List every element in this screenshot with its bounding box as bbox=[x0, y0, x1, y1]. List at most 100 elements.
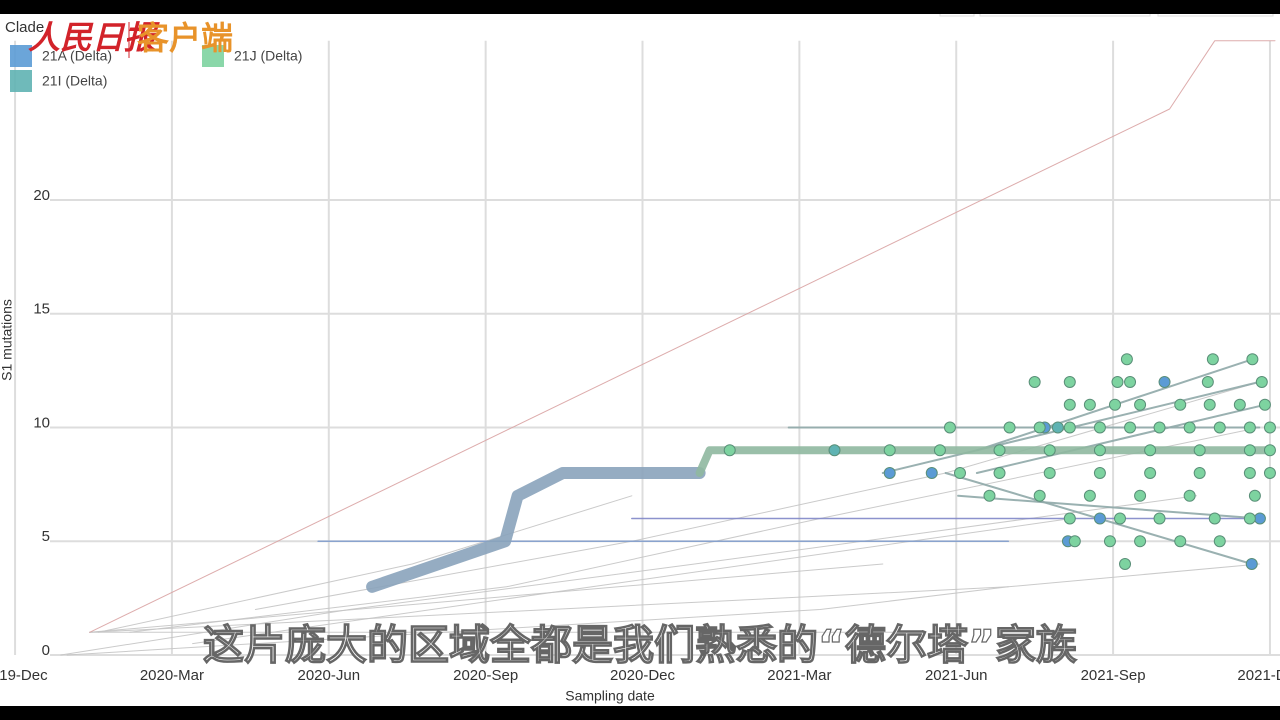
tip-point bbox=[1119, 558, 1132, 570]
tip-point bbox=[1243, 467, 1256, 479]
tip-point bbox=[1183, 489, 1196, 502]
tip-point bbox=[1174, 535, 1187, 548]
y-tick-label: 5 bbox=[42, 528, 50, 545]
tip-point bbox=[1051, 421, 1064, 434]
tip-point bbox=[1193, 444, 1206, 457]
caption: 这片庞大的区域全都是我们熟悉的“德尔塔”家族 bbox=[203, 621, 1077, 669]
tip-point bbox=[1183, 421, 1196, 434]
tip-point bbox=[983, 489, 996, 502]
tip-point bbox=[954, 467, 966, 479]
letterbox-bottom bbox=[0, 706, 1280, 720]
tip-point bbox=[925, 467, 938, 479]
branch-line bbox=[695, 446, 1274, 477]
y-tick-label: 10 bbox=[33, 414, 50, 431]
watermark-logo: 人民日报 bbox=[28, 19, 160, 57]
tip-point bbox=[1063, 512, 1076, 525]
branch-line bbox=[129, 427, 1260, 633]
tip-point bbox=[1248, 489, 1261, 502]
tip-point bbox=[1208, 512, 1221, 525]
tip-point bbox=[1134, 398, 1147, 411]
legend-title: Clade bbox=[5, 19, 44, 36]
x-tick-label: 2021-Mar bbox=[767, 667, 831, 684]
branch-line bbox=[89, 586, 1009, 633]
tip-point bbox=[1033, 489, 1046, 502]
tip-point bbox=[1203, 398, 1216, 411]
x-tick-label: 2021-Jun bbox=[925, 667, 988, 684]
tip-point bbox=[883, 444, 896, 457]
tip-point bbox=[1213, 421, 1226, 434]
tip-point bbox=[1083, 398, 1096, 411]
branch-line bbox=[366, 467, 706, 593]
tip-point bbox=[1243, 421, 1256, 434]
tip-point bbox=[1246, 353, 1259, 366]
tip-point bbox=[1063, 376, 1076, 388]
tip-point bbox=[1206, 353, 1219, 366]
branch-line bbox=[98, 495, 633, 633]
y-axis-label: S1 mutations bbox=[0, 299, 15, 381]
tip-point bbox=[1108, 398, 1121, 411]
tip-point bbox=[1093, 512, 1106, 525]
tip-point bbox=[1068, 535, 1081, 548]
tip-point bbox=[1134, 535, 1147, 548]
x-tick-label: 2021-Sep bbox=[1081, 667, 1146, 684]
tip-point bbox=[1124, 376, 1137, 388]
tip-point bbox=[1258, 398, 1271, 411]
tip-point bbox=[883, 467, 896, 479]
y-tick-label: 0 bbox=[42, 642, 50, 659]
x-tick-label: 2020-Sep bbox=[453, 667, 518, 684]
tip-point bbox=[1263, 444, 1276, 457]
tip-point bbox=[1063, 398, 1076, 411]
tip-point bbox=[993, 467, 1006, 479]
tip-point bbox=[1158, 376, 1171, 388]
tip-point bbox=[828, 444, 841, 457]
tip-point bbox=[1124, 421, 1137, 434]
tip-point bbox=[1153, 512, 1166, 525]
tip-point bbox=[1153, 421, 1166, 434]
tip-point bbox=[933, 444, 946, 457]
tip-point bbox=[1134, 489, 1147, 502]
tip-point bbox=[1111, 376, 1124, 388]
legend-label: 21A (Delta) bbox=[42, 48, 112, 64]
legend-label: 21I (Delta) bbox=[42, 73, 107, 89]
y-tick-label: 20 bbox=[33, 187, 50, 204]
y-tick-label: 15 bbox=[33, 301, 50, 318]
tip-point bbox=[1255, 376, 1268, 388]
legend-swatch bbox=[10, 70, 32, 92]
branch-line bbox=[975, 403, 1266, 474]
tip-point bbox=[1201, 376, 1214, 388]
x-tick-label: 2020-Jun bbox=[298, 667, 361, 684]
branch-line bbox=[60, 495, 1197, 656]
plot-background bbox=[0, 14, 1280, 706]
tip-point bbox=[1144, 467, 1157, 479]
tip-point bbox=[1263, 467, 1276, 479]
tip-point bbox=[1253, 512, 1266, 525]
legend-label: 21J (Delta) bbox=[234, 48, 302, 64]
branch-line bbox=[89, 40, 1276, 633]
tip-point bbox=[1243, 512, 1256, 525]
tip-point bbox=[1093, 421, 1106, 434]
tip-point bbox=[1093, 444, 1106, 457]
tip-point bbox=[1028, 376, 1041, 388]
tip-point bbox=[1003, 421, 1016, 434]
tip-point bbox=[1033, 421, 1046, 434]
tip-point bbox=[1043, 444, 1056, 457]
tip-point bbox=[1213, 535, 1226, 548]
branch-line bbox=[66, 563, 1260, 656]
tip-point bbox=[1174, 398, 1187, 411]
tip-point bbox=[1144, 444, 1157, 457]
tip-point bbox=[1114, 512, 1126, 525]
branch-line bbox=[192, 518, 1072, 645]
tip-point bbox=[1193, 467, 1206, 479]
tip-point bbox=[1120, 353, 1133, 366]
tip-point bbox=[1063, 421, 1076, 434]
letterbox-top bbox=[0, 0, 1280, 14]
tip-point bbox=[1263, 421, 1276, 434]
tip-point bbox=[1243, 444, 1256, 457]
x-axis-label: Sampling date bbox=[565, 688, 655, 704]
legend-swatch bbox=[202, 45, 224, 67]
tip-point bbox=[943, 421, 956, 434]
legend-swatch bbox=[10, 45, 32, 67]
